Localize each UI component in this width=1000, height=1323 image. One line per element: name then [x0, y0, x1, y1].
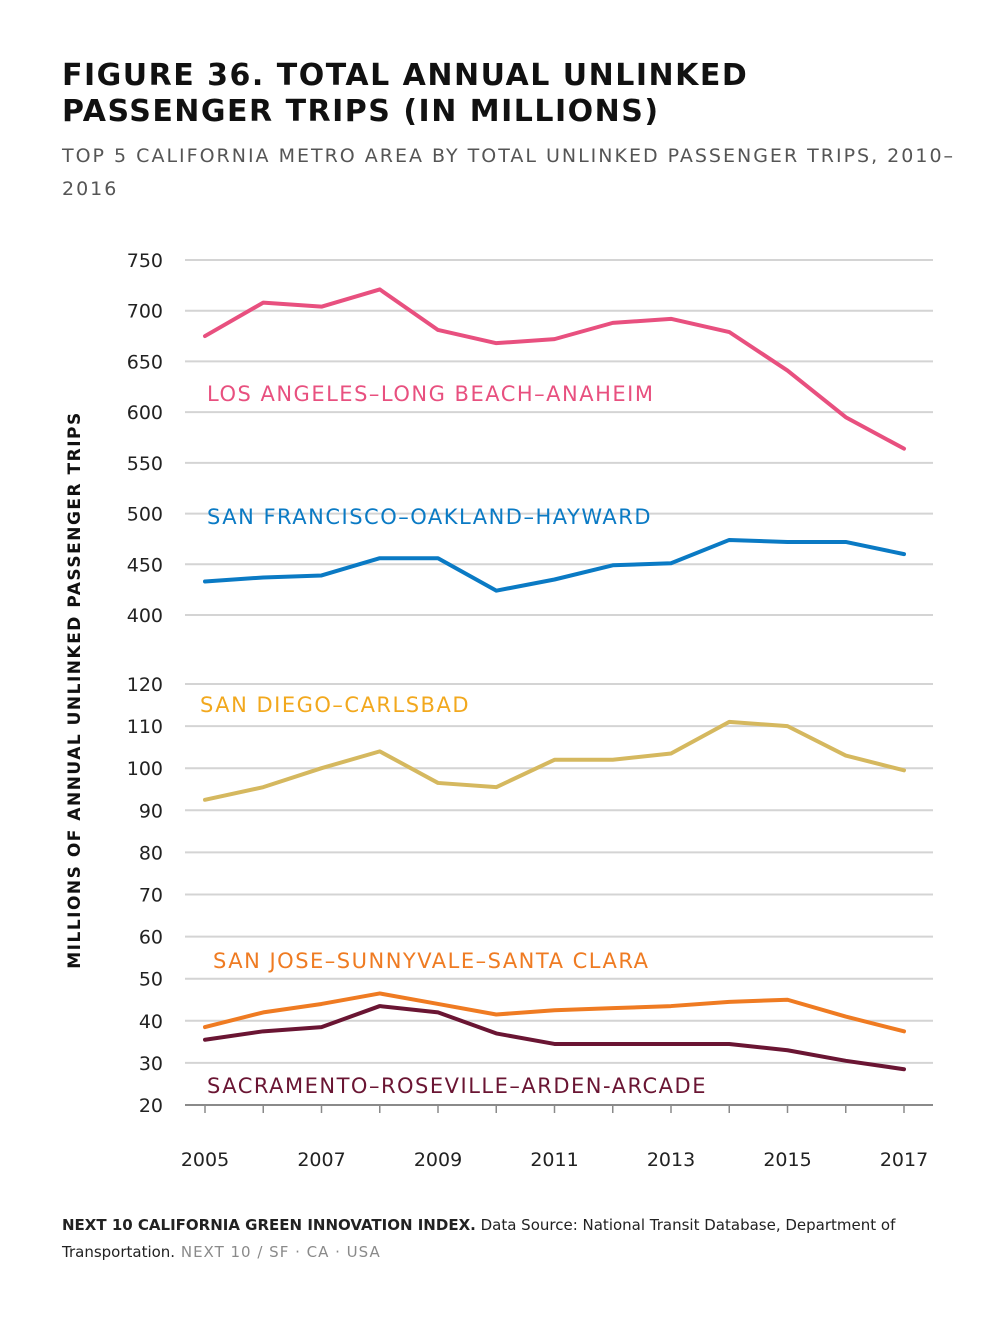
gridlines: [185, 259, 933, 1106]
chart-title: FIGURE 36. TOTAL ANNUAL UNLINKED PASSENG…: [62, 58, 749, 129]
lower-y-tick-label: 30: [139, 1053, 163, 1075]
upper-y-tick-label: 700: [127, 301, 163, 323]
series-line-los-angeles-long-beach-anaheim: [203, 287, 906, 451]
brand-tag: NEXT 10 / SF · CA · USA: [175, 1243, 381, 1261]
source-publisher: NEXT 10 CALIFORNIA GREEN INNOVATION INDE…: [62, 1216, 476, 1234]
upper-y-tick-label: 500: [127, 504, 163, 526]
series-labels: LOS ANGELES–LONG BEACH–ANAHEIM SAN FRANCI…: [200, 382, 707, 1098]
x-tick-label: 2007: [297, 1149, 345, 1171]
lower-y-tick-label: 60: [139, 927, 163, 949]
x-tick-label: 2005: [181, 1149, 229, 1171]
series-line-san-jose-sunnyvale-santa-clara: [203, 991, 906, 1034]
series-label-sacramento-roseville-arden-arcade: SACRAMENTO–ROSEVILLE–ARDEN-ARCADE: [207, 1074, 707, 1098]
lower-y-tick-label: 50: [139, 969, 163, 991]
chart-subtitle: TOP 5 CALIFORNIA METRO AREA BY TOTAL UNL…: [62, 145, 956, 200]
y-axis-title: MILLIONS OF ANNUAL UNLINKED PASSENGER TR…: [65, 411, 85, 969]
lower-y-tick-label: 70: [139, 885, 163, 907]
series-label-san-jose-sunnyvale-santa-clara: SAN JOSE–SUNNYVALE–SANTA CLARA: [213, 949, 649, 973]
series-line-san-francisco-oakland-hayward: [203, 537, 906, 593]
x-tick-label: 2013: [647, 1149, 695, 1171]
lower-y-tick-label: 90: [139, 800, 163, 822]
footer-source: NEXT 10 CALIFORNIA GREEN INNOVATION INDE…: [62, 1212, 962, 1266]
series-line-san-diego-carlsbad: [203, 719, 906, 802]
lower-y-tick-label: 80: [139, 842, 163, 864]
x-tick-label: 2011: [530, 1149, 578, 1171]
x-tick-label: 2009: [414, 1149, 462, 1171]
upper-y-tick-label: 650: [127, 351, 163, 373]
upper-y-tick-label: 550: [127, 453, 163, 475]
series-line-sacramento-roseville-arden-arcade: [203, 1004, 906, 1072]
lower-y-tick-label: 40: [139, 1011, 163, 1033]
y-tick-labels: 400 450 500 550 600 650 700 750 20 30 40 50 60 70 80 90…: [127, 250, 163, 1117]
x-tick-label: 2015: [763, 1149, 811, 1171]
series-label-san-diego-carlsbad: SAN DIEGO–CARLSBAD: [200, 693, 470, 717]
line-chart: 400 450 500 550 600 650 700 750 20 30 40 50 60 70 80 90…: [65, 250, 933, 1171]
source-text: Data Source: National Transit Database, …: [62, 1216, 896, 1261]
upper-y-tick-label: 600: [127, 402, 163, 424]
upper-y-tick-label: 400: [127, 605, 163, 627]
series-label-los-angeles-long-beach-anaheim: LOS ANGELES–LONG BEACH–ANAHEIM: [207, 382, 654, 406]
series-lines: [203, 287, 906, 1072]
lower-y-tick-label: 120: [127, 674, 163, 696]
x-tick-labels: 2005 2007 2009 2011 2013 2015 2017: [181, 1105, 928, 1171]
lower-y-tick-label: 100: [127, 758, 163, 780]
x-tick-label: 2017: [880, 1149, 928, 1171]
upper-y-tick-label: 750: [127, 250, 163, 272]
series-label-san-francisco-oakland-hayward: SAN FRANCISCO–OAKLAND–HAYWARD: [207, 505, 652, 529]
upper-y-tick-label: 450: [127, 554, 163, 576]
lower-y-tick-label: 20: [139, 1095, 163, 1117]
lower-y-tick-label: 110: [127, 716, 163, 738]
